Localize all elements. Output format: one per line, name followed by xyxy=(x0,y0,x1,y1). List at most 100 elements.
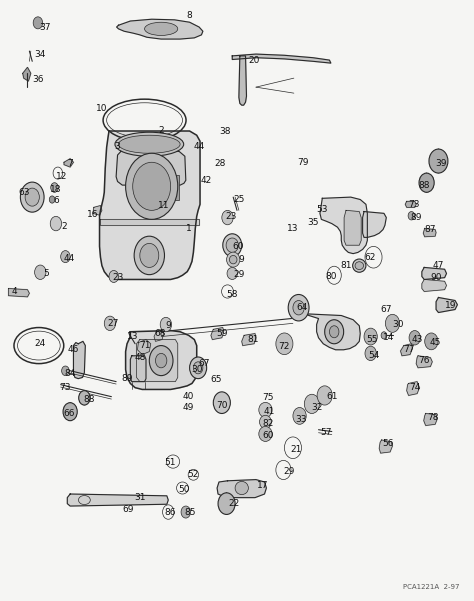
Text: 23: 23 xyxy=(112,273,123,282)
Text: 51: 51 xyxy=(164,459,175,467)
Text: 77: 77 xyxy=(403,346,415,354)
Text: 9: 9 xyxy=(165,322,171,330)
Circle shape xyxy=(218,493,235,514)
Text: 71: 71 xyxy=(139,341,150,350)
Text: 81: 81 xyxy=(340,261,352,270)
Text: 31: 31 xyxy=(134,493,146,502)
Circle shape xyxy=(429,149,448,173)
Text: 89: 89 xyxy=(121,374,133,383)
Circle shape xyxy=(149,346,173,376)
Polygon shape xyxy=(379,440,392,453)
Text: 29: 29 xyxy=(234,270,245,279)
Text: 73: 73 xyxy=(408,200,419,209)
Polygon shape xyxy=(423,228,436,237)
Text: 19: 19 xyxy=(445,301,456,310)
Circle shape xyxy=(409,331,420,345)
Circle shape xyxy=(49,196,55,203)
Polygon shape xyxy=(422,279,447,291)
Ellipse shape xyxy=(227,267,237,279)
Polygon shape xyxy=(154,329,164,341)
Text: 44: 44 xyxy=(193,142,205,151)
Ellipse shape xyxy=(227,252,240,267)
Text: 34: 34 xyxy=(35,50,46,58)
Text: 5: 5 xyxy=(44,269,49,278)
Text: 6: 6 xyxy=(53,197,59,205)
Text: 53: 53 xyxy=(317,205,328,213)
Text: 88: 88 xyxy=(419,181,430,189)
Polygon shape xyxy=(217,480,266,498)
Circle shape xyxy=(381,332,387,339)
Text: 18: 18 xyxy=(50,185,62,194)
Text: 35: 35 xyxy=(307,218,319,227)
Text: 78: 78 xyxy=(427,413,438,422)
Polygon shape xyxy=(422,267,447,279)
Text: 47: 47 xyxy=(433,261,444,270)
Circle shape xyxy=(63,403,77,421)
Text: 32: 32 xyxy=(311,403,322,412)
Text: 9: 9 xyxy=(238,255,244,264)
Polygon shape xyxy=(211,328,224,340)
Circle shape xyxy=(193,362,203,374)
Circle shape xyxy=(155,353,167,368)
Circle shape xyxy=(160,317,172,332)
Text: 50: 50 xyxy=(178,486,190,494)
Text: 42: 42 xyxy=(201,176,212,185)
Circle shape xyxy=(288,294,309,321)
Circle shape xyxy=(213,392,230,413)
Text: 33: 33 xyxy=(295,415,307,424)
Circle shape xyxy=(51,183,58,192)
Polygon shape xyxy=(126,331,197,389)
Text: 58: 58 xyxy=(227,290,238,299)
Text: 13: 13 xyxy=(287,224,299,233)
Text: 13: 13 xyxy=(127,332,138,341)
Text: 8: 8 xyxy=(187,11,192,19)
Text: 84: 84 xyxy=(64,370,76,378)
Polygon shape xyxy=(344,210,361,245)
Ellipse shape xyxy=(226,238,238,252)
Ellipse shape xyxy=(353,259,366,272)
Circle shape xyxy=(419,173,434,192)
Circle shape xyxy=(276,333,293,355)
Text: 10: 10 xyxy=(96,104,108,112)
Text: 89: 89 xyxy=(410,213,422,222)
Text: 37: 37 xyxy=(39,23,51,31)
Circle shape xyxy=(325,320,344,344)
Circle shape xyxy=(365,346,376,361)
Text: 57: 57 xyxy=(320,429,332,437)
Text: 40: 40 xyxy=(183,392,194,401)
Ellipse shape xyxy=(223,234,242,257)
Text: 60: 60 xyxy=(233,242,244,251)
Text: 69: 69 xyxy=(122,505,134,514)
Circle shape xyxy=(293,407,306,424)
Text: 11: 11 xyxy=(158,201,169,210)
Ellipse shape xyxy=(259,403,272,417)
Ellipse shape xyxy=(145,22,178,35)
Circle shape xyxy=(133,162,171,210)
Text: 20: 20 xyxy=(248,56,259,64)
Ellipse shape xyxy=(229,255,237,264)
Polygon shape xyxy=(407,382,419,395)
Polygon shape xyxy=(242,334,256,346)
Polygon shape xyxy=(405,201,416,207)
Text: 56: 56 xyxy=(382,439,393,448)
Polygon shape xyxy=(363,212,386,237)
Text: 29: 29 xyxy=(283,468,295,476)
Circle shape xyxy=(293,300,304,315)
Text: 80: 80 xyxy=(325,272,337,281)
Text: 82: 82 xyxy=(262,419,273,428)
Polygon shape xyxy=(424,413,437,426)
Text: 25: 25 xyxy=(234,195,245,204)
Text: 81: 81 xyxy=(247,335,258,344)
Text: 23: 23 xyxy=(226,212,237,221)
Text: 63: 63 xyxy=(18,188,29,197)
Text: 70: 70 xyxy=(216,401,228,410)
Ellipse shape xyxy=(118,135,180,153)
Polygon shape xyxy=(232,54,331,63)
Polygon shape xyxy=(239,56,246,105)
Text: 79: 79 xyxy=(298,158,309,166)
Text: 41: 41 xyxy=(264,407,275,416)
Text: 74: 74 xyxy=(409,383,420,392)
Circle shape xyxy=(190,357,207,379)
Polygon shape xyxy=(67,494,168,506)
Polygon shape xyxy=(401,344,412,356)
